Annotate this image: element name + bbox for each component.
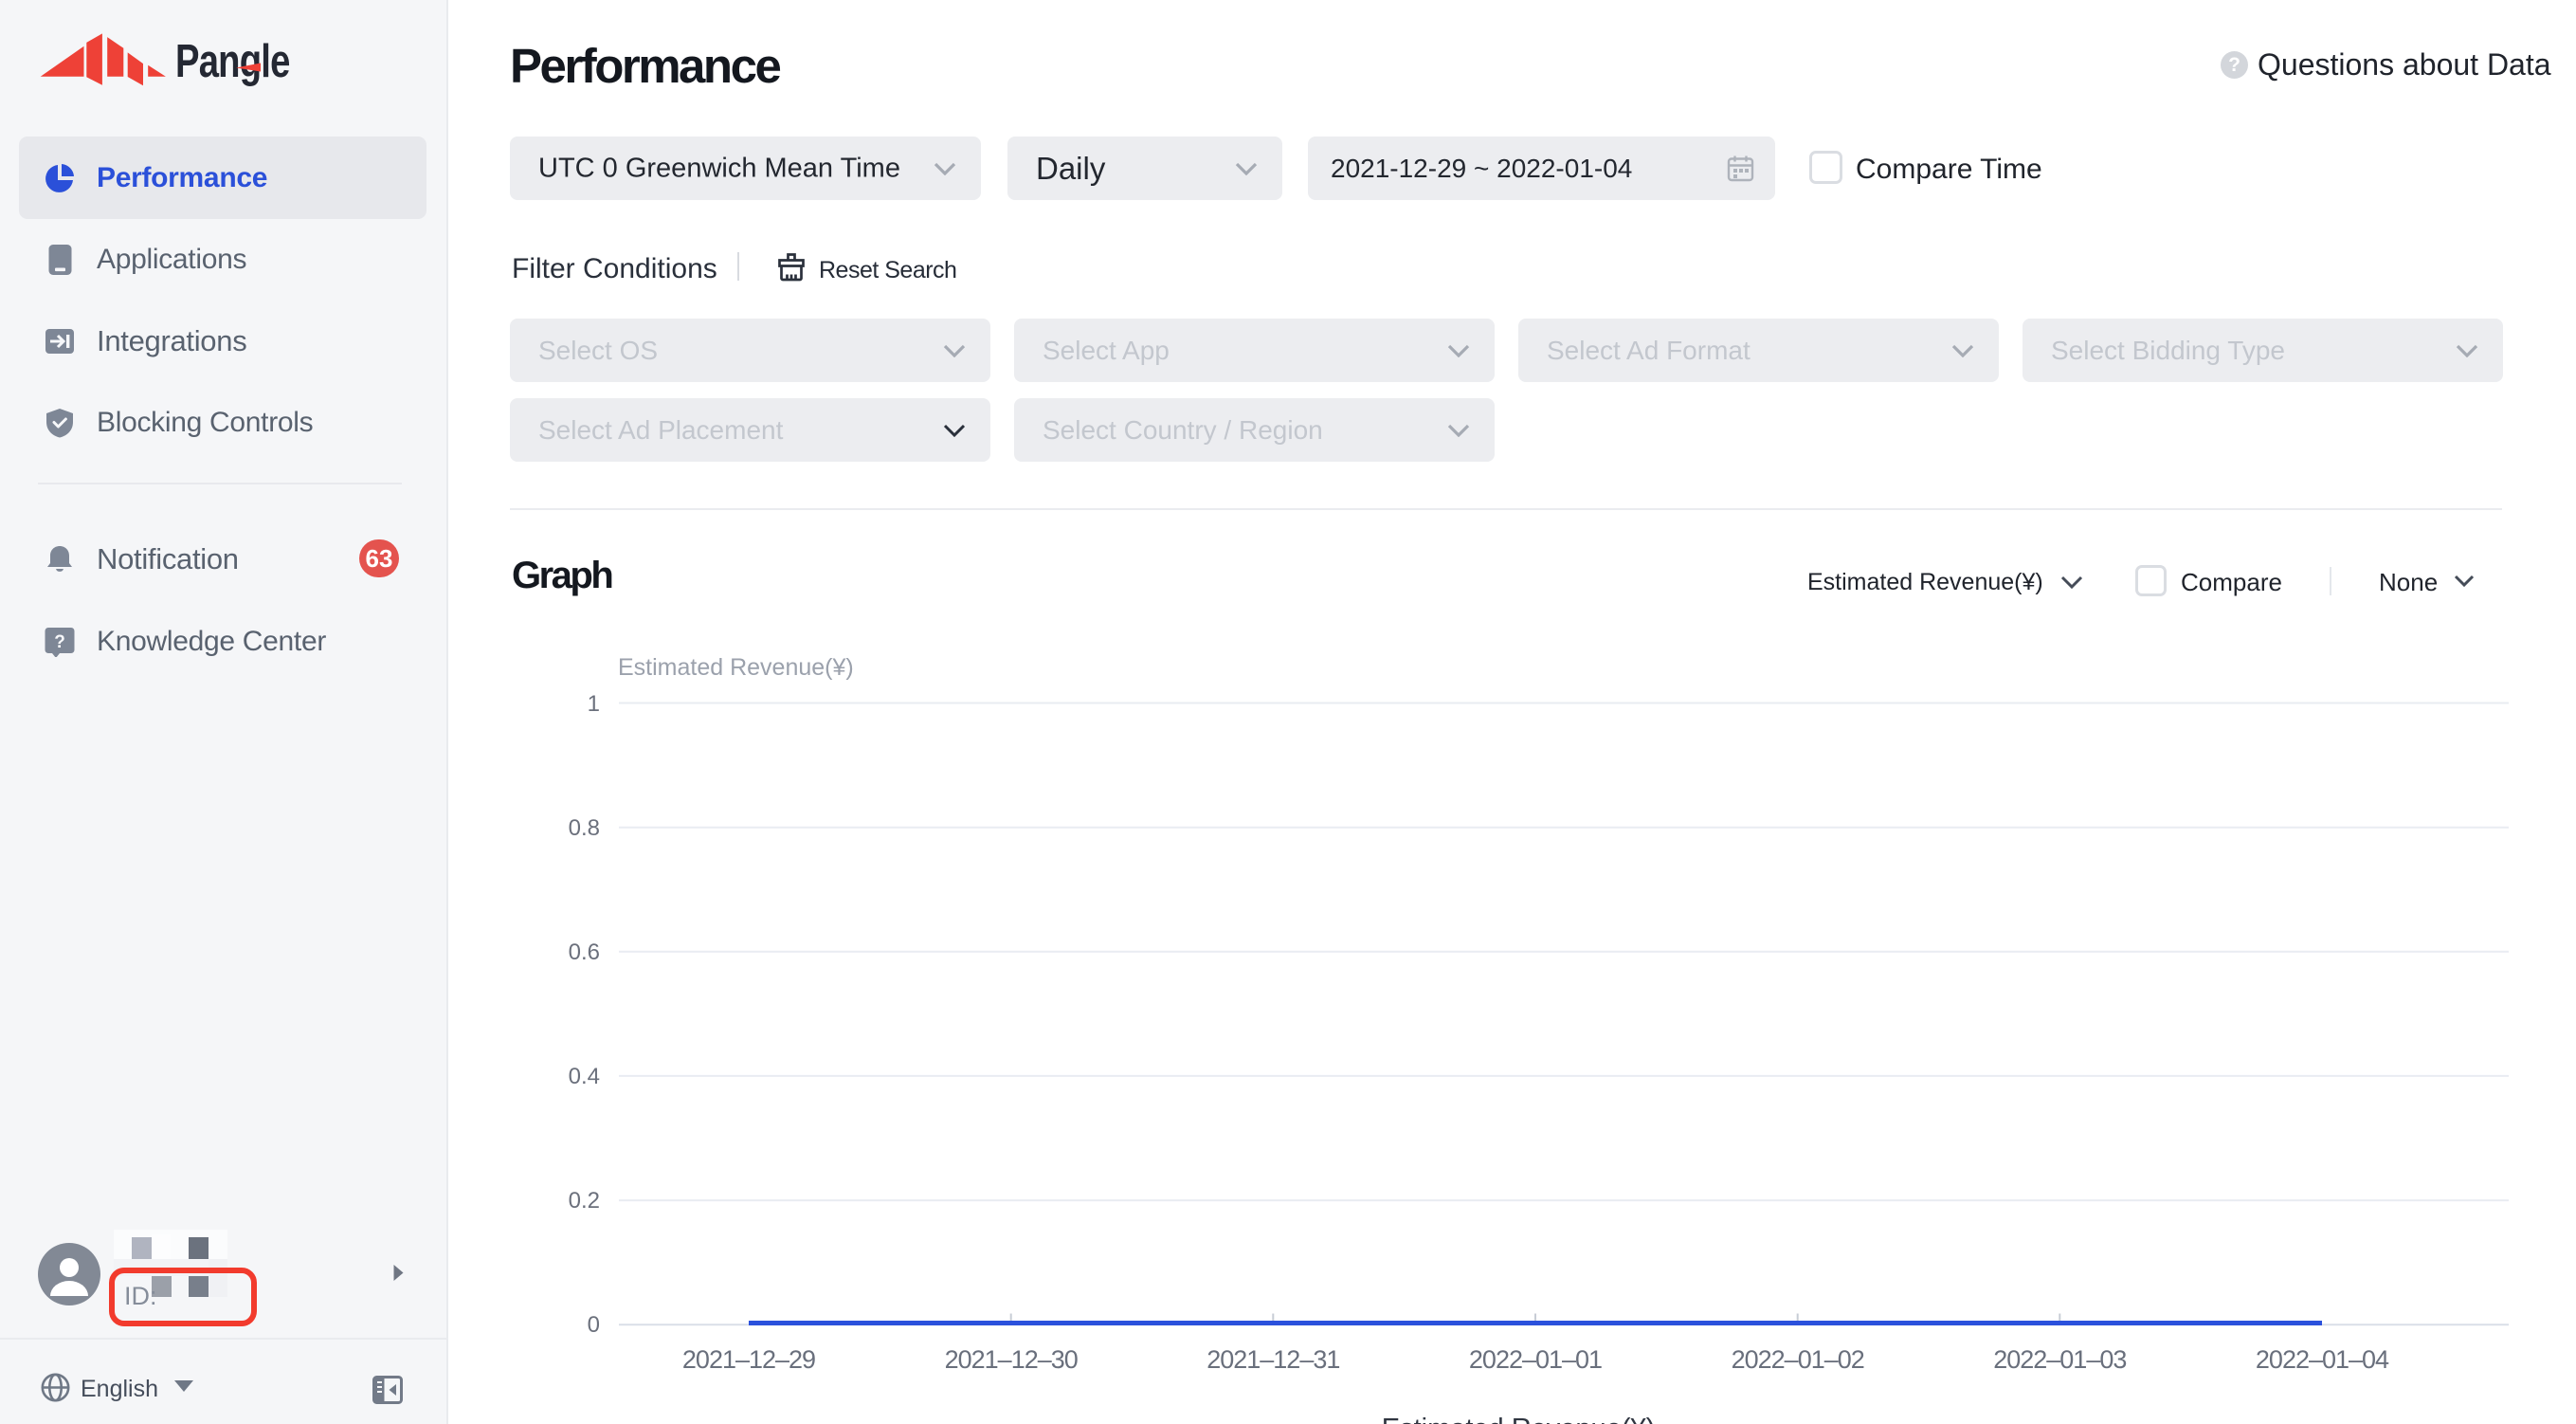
svg-text:0.6: 0.6 bbox=[569, 940, 600, 965]
svg-text:Estimated Revenue(¥): Estimated Revenue(¥) bbox=[618, 654, 854, 681]
svg-text:2021–12–31: 2021–12–31 bbox=[1206, 1345, 1339, 1374]
svg-text:2022–01–01: 2022–01–01 bbox=[1469, 1345, 1602, 1374]
svg-text:Estimated Revenue(¥): Estimated Revenue(¥) bbox=[1382, 1414, 1656, 1424]
svg-text:2021–12–30: 2021–12–30 bbox=[945, 1345, 1078, 1374]
svg-text:0.4: 0.4 bbox=[569, 1064, 600, 1089]
svg-text:?: ? bbox=[54, 632, 65, 652]
svg-text:0.8: 0.8 bbox=[569, 815, 600, 841]
svg-text:Pangle: Pangle bbox=[175, 36, 290, 88]
svg-text:1: 1 bbox=[588, 691, 600, 717]
svg-text:0: 0 bbox=[588, 1312, 600, 1338]
svg-text:2021–12–29: 2021–12–29 bbox=[682, 1345, 815, 1374]
svg-text:0.2: 0.2 bbox=[569, 1188, 600, 1214]
svg-text:2022–01–03: 2022–01–03 bbox=[1993, 1345, 2126, 1374]
svg-text:2022–01–04: 2022–01–04 bbox=[2256, 1345, 2389, 1374]
svg-text:2022–01–02: 2022–01–02 bbox=[1732, 1345, 1864, 1374]
